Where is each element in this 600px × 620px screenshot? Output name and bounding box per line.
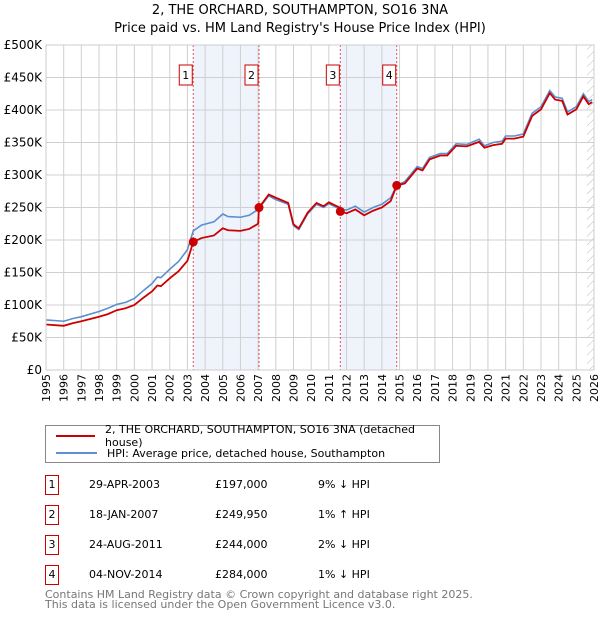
y-tick-label: £350K (4, 136, 44, 150)
y-tick-label: £200K (4, 233, 44, 247)
sale-point (254, 203, 264, 213)
sale-date: 24-AUG-2011 (89, 538, 163, 551)
sale-number-label: 4 (386, 69, 393, 82)
sale-number-box (325, 64, 340, 86)
x-tick-label: 2003 (181, 374, 194, 402)
sale-point (188, 237, 198, 247)
sale-point (335, 206, 345, 216)
y-tick-label: £250K (4, 201, 44, 215)
x-tick-label: 2016 (411, 374, 424, 402)
y-tick-label: £150K (4, 266, 44, 280)
x-tick-label: 1998 (93, 374, 106, 402)
x-tick-label: 1995 (40, 374, 53, 402)
x-tick-label: 2015 (394, 374, 407, 402)
y-tick-label: £450K (4, 71, 44, 85)
x-tick-label: 2005 (217, 374, 230, 402)
x-tick-label: 2007 (252, 374, 265, 402)
legend-item-price: 2, THE ORCHARD, SOUTHAMPTON, SO16 3NA (d… (56, 423, 439, 449)
x-tick-label: 1997 (75, 374, 88, 402)
x-tick-label: 2025 (570, 374, 583, 402)
sale-number-badge: 3 (45, 535, 59, 555)
x-tick-label: 2021 (500, 374, 513, 402)
y-tick-label: £300K (4, 168, 44, 182)
legend-swatch-blue (56, 452, 97, 454)
x-tick-label: 2023 (535, 374, 548, 402)
sale-number-label: 3 (329, 69, 336, 82)
x-tick-label: 2022 (517, 374, 530, 402)
sale-price: £244,000 (215, 538, 268, 551)
sale-price: £249,950 (215, 508, 268, 521)
legend-item-hpi: HPI: Average price, detached house, Sout… (56, 445, 385, 461)
sale-number-box (382, 64, 397, 86)
x-tick-label: 2000 (128, 374, 141, 402)
y-tick-label: £500K (4, 38, 44, 52)
y-tick-label: £400K (4, 103, 44, 117)
y-tick-label: £50K (11, 331, 43, 345)
x-tick-label: 2013 (358, 374, 371, 402)
x-tick-label: 2001 (146, 374, 159, 402)
x-tick-label: 2010 (305, 374, 318, 402)
sale-date: 29-APR-2003 (89, 478, 161, 491)
sale-date: 04-NOV-2014 (89, 568, 163, 581)
legend-swatch-red (56, 435, 96, 437)
sale-number-badge: 2 (45, 505, 59, 525)
x-tick-label: 2024 (553, 374, 566, 402)
x-tick-label: 2020 (482, 374, 495, 402)
x-tick-label: 2026 (588, 374, 600, 402)
sale-number-box (244, 64, 259, 86)
x-tick-label: 2006 (234, 374, 247, 402)
chart-subtitle: Price paid vs. HM Land Registry's House … (114, 21, 486, 36)
hpi-line (45, 89, 593, 323)
legend: 2, THE ORCHARD, SOUTHAMPTON, SO16 3NA (d… (45, 423, 440, 463)
sale-price: £284,000 (215, 568, 268, 581)
sale-hpi-diff: 1% ↑ HPI (318, 508, 370, 521)
x-tick-label: 2011 (323, 374, 336, 402)
sale-number-badge: 1 (45, 475, 59, 495)
x-tick-label: 1999 (111, 374, 124, 402)
sale-hpi-diff: 9% ↓ HPI (318, 478, 370, 491)
sale-number-box (178, 64, 193, 86)
sale-date: 18-JAN-2007 (89, 508, 159, 521)
x-tick-label: 1996 (58, 374, 71, 402)
legend-label: 2, THE ORCHARD, SOUTHAMPTON, SO16 3NA (d… (105, 423, 415, 449)
x-tick-label: 2014 (376, 374, 389, 402)
footer-line-2: This data is licensed under the Open Gov… (45, 598, 396, 611)
sale-number-label: 1 (182, 69, 189, 82)
sale-point (392, 180, 402, 190)
sale-hpi-diff: 1% ↓ HPI (318, 568, 370, 581)
sale-number-label: 2 (248, 69, 255, 82)
y-tick-label: £100K (4, 298, 44, 312)
chart-title: 2, THE ORCHARD, SOUTHAMPTON, SO16 3NA (151, 3, 449, 18)
x-tick-label: 2002 (164, 374, 177, 402)
sale-hpi-diff: 2% ↓ HPI (318, 538, 370, 551)
x-tick-label: 2004 (199, 374, 212, 402)
x-tick-label: 2009 (287, 374, 300, 402)
x-tick-label: 2018 (447, 374, 460, 402)
plot-area: 1995 1996 1997 1998 1999 2000 2001 2002 2003 2004… (4, 38, 600, 402)
sale-number-badge: 4 (45, 565, 59, 585)
x-tick-label: 2012 (341, 374, 354, 402)
legend-label: HPI: Average price, detached house, Sout… (107, 446, 386, 460)
x-tick-label: 2017 (429, 374, 442, 402)
x-tick-label: 2008 (270, 374, 283, 402)
sale-price: £197,000 (215, 478, 268, 491)
x-tick-label: 2019 (464, 374, 477, 402)
plot-border (45, 44, 595, 371)
price-paid-line (45, 91, 593, 327)
footer-line-1: Contains HM Land Registry data © Crown c… (45, 588, 473, 601)
y-tick-label: £0 (27, 363, 42, 377)
